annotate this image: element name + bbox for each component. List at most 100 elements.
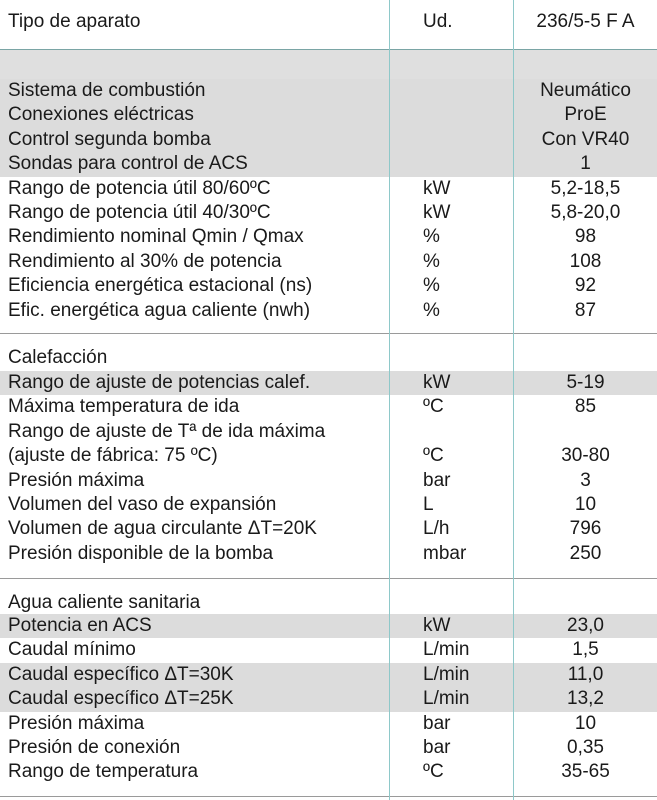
row-label: Caudal específico ΔT=25K [8, 688, 234, 710]
row-label: Rango de potencia útil 40/30ºC [8, 202, 271, 223]
row-value: 1,5 [572, 639, 599, 661]
general-row: Control segunda bomba Con VR40 [0, 127, 657, 153]
calefaccion-row: Volumen del vaso de expansión L 10 [0, 493, 657, 517]
column-divider-1 [389, 0, 390, 800]
row-value: Neumático [540, 80, 631, 101]
section-title-acs: Agua caliente sanitaria [0, 591, 657, 615]
calefaccion-row: Presión máxima bar 3 [0, 469, 657, 493]
row-label: Volumen de agua circulante ΔT=20K [8, 518, 317, 540]
row-value: 35-65 [561, 761, 610, 783]
row-unit: ºC [423, 445, 444, 467]
row-value: 10 [574, 494, 597, 515]
row-unit: ºC [423, 761, 444, 783]
section-separator [0, 578, 657, 579]
general-row: Rango de potencia útil 40/30ºC kW 5,8-20,0 [0, 201, 657, 225]
row-unit: kW [423, 615, 451, 636]
row-label: Potencia en ACS [8, 615, 152, 636]
row-unit: mbar [423, 542, 467, 564]
row-label: Máxima temperatura de ida [8, 396, 240, 418]
row-unit: ºC [423, 396, 444, 418]
general-row: Rendimiento nominal Qmin / Qmax% 98 [0, 225, 657, 249]
row-value: 108 [569, 250, 602, 272]
row-value: 11,0 [567, 663, 604, 685]
row-label: Rendimiento nominal Qmin / Qmax [8, 226, 304, 248]
calefaccion-row: (ajuste de fábrica: 75 ºC) ºC 30-80 [0, 444, 657, 468]
acs-row: Caudal específico ΔT=30K L/min 11,0 [0, 662, 657, 688]
row-unit: L [423, 494, 434, 515]
row-value: 10 [574, 712, 597, 734]
row-label: Conexiones eléctricas [8, 104, 194, 126]
row-value: 30-80 [561, 445, 610, 467]
row-unit: % [423, 299, 440, 321]
row-unit: kW [423, 177, 451, 199]
calefaccion-row: Presión disponible de la bomba mbar 250 [0, 542, 657, 566]
row-unit: L/min [423, 663, 470, 685]
row-value: 5-19 [566, 372, 605, 393]
general-row: Rango de potencia útil 80/60ºC kW 5,2-18,5 [0, 177, 657, 201]
row-unit: % [423, 226, 440, 248]
row-value: 98 [574, 226, 597, 248]
row-label: Caudal mínimo [8, 639, 136, 661]
row-unit: kW [423, 372, 451, 393]
row-value: 92 [574, 275, 597, 297]
column-divider-2 [513, 0, 514, 800]
calefaccion-row: Volumen de agua circulante ΔT=20K L/h 796 [0, 517, 657, 541]
row-label: Caudal específico ΔT=30K [8, 663, 234, 685]
section-title: Agua caliente sanitaria [8, 592, 201, 613]
calefaccion-row: Máxima temperatura de ida ºC 85 [0, 395, 657, 419]
row-unit: % [423, 250, 440, 272]
section-title-calefaccion: Calefacción [0, 346, 657, 370]
row-value: 5,8-20,0 [550, 202, 621, 223]
row-unit: L/h [423, 518, 450, 540]
general-row: Sistema de combustión Neumático [0, 79, 657, 104]
row-value: 23,0 [567, 615, 604, 636]
row-label: Eficiencia energética estacional (ns) [8, 275, 313, 297]
section-separator [0, 333, 657, 334]
row-value: 1 [580, 153, 591, 175]
row-value: 3 [580, 469, 591, 491]
section-separator [0, 796, 657, 797]
row-unit: L/min [423, 688, 470, 710]
general-row: Conexiones eléctricas ProE [0, 103, 657, 128]
acs-row: Presión máxima bar 10 [0, 712, 657, 736]
general-row: Sondas para control de ACS 1 [0, 152, 657, 177]
calefaccion-row: Rango de ajuste de Tª de ida máxima [0, 420, 657, 444]
acs-row: Potencia en ACS kW 23,0 [0, 614, 657, 639]
row-unit: L/min [423, 639, 470, 661]
row-unit: % [423, 275, 440, 297]
section-title: Calefacción [8, 347, 108, 368]
row-label: Control segunda bomba [8, 128, 211, 150]
row-label: Rendimiento al 30% de potencia [8, 250, 282, 272]
header-model: 236/5-5 F A [536, 11, 635, 32]
row-label: Rango de ajuste de Tª de ida máxima [8, 420, 326, 442]
acs-row: Rango de temperatura ºC 35-65 [0, 760, 657, 784]
row-value: Con VR40 [541, 128, 630, 150]
row-label: Rango de temperatura [8, 761, 199, 783]
row-value: 87 [574, 299, 597, 321]
row-label: Rango de ajuste de potencias calef. [8, 372, 311, 393]
row-label: Rango de potencia útil 80/60ºC [8, 177, 271, 199]
row-unit: bar [423, 469, 451, 491]
header-device-type: Tipo de aparato [8, 11, 141, 32]
calefaccion-row: Rango de ajuste de potencias calef. kW 5-1… [0, 371, 657, 396]
acs-row: Caudal mínimo L/min 1,5 [0, 638, 657, 662]
row-label: Presión máxima [8, 712, 145, 734]
row-label: (ajuste de fábrica: 75 ºC) [8, 445, 218, 467]
row-label: Sondas para control de ACS [8, 153, 248, 175]
row-label: Presión de conexión [8, 737, 181, 758]
row-value: 85 [574, 396, 597, 418]
general-row: Rendimiento al 30% de potencia% 108 [0, 250, 657, 274]
row-unit: kW [423, 202, 451, 223]
row-label: Volumen del vaso de expansión [8, 494, 277, 515]
table-header [0, 0, 657, 50]
row-value: 250 [569, 542, 602, 564]
row-label: Presión disponible de la bomba [8, 542, 274, 564]
row-value: 5,2-18,5 [550, 177, 621, 199]
row-label: Sistema de combustión [8, 80, 206, 101]
acs-row: Caudal específico ΔT=25K L/min 13,2 [0, 687, 657, 712]
row-value: 0,35 [567, 737, 604, 758]
row-value: ProE [564, 104, 607, 126]
general-row: Efic. energética agua caliente (nwh)% 87 [0, 299, 657, 323]
header-unit: Ud. [423, 11, 453, 32]
row-value: 796 [569, 518, 602, 540]
